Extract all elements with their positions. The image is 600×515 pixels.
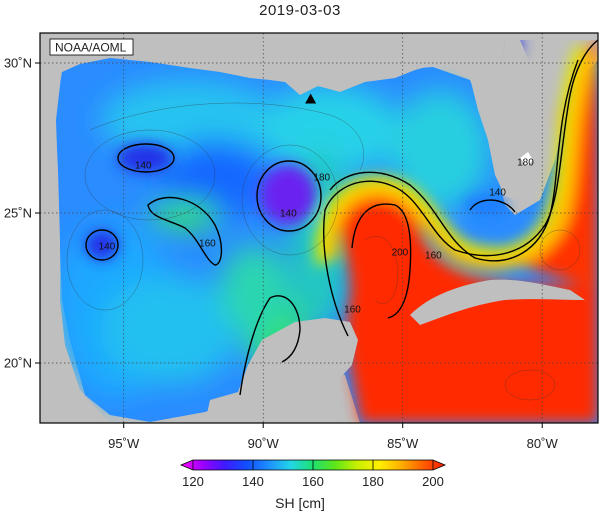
land-north-coast (40, 33, 598, 300)
contour-140-west (85, 229, 119, 261)
contour-label: 140 (280, 209, 297, 220)
lat-tick-label: 20˚N (4, 356, 32, 371)
loop-current-orange-rim (321, 52, 598, 270)
sea-height-field (55, 33, 598, 423)
eddy-blue-north (117, 143, 173, 173)
contour-labels: 140 140 140 140 160 160 160 180 180 200 (99, 158, 535, 316)
contour-label: 140 (135, 161, 152, 172)
credit-box: NOAA/AOML (49, 38, 134, 56)
map-title: 2019-03-03 (259, 2, 341, 19)
field-green-mid (220, 245, 290, 335)
contour-160-loop (323, 39, 598, 337)
land-cuba (410, 279, 585, 325)
thin-contour-f (539, 229, 581, 271)
thin-contour-b (241, 144, 339, 256)
contour-140-florida (469, 199, 516, 213)
map-plot-area: 140 140 140 140 160 160 160 180 180 200 NOAA/AOML (39, 32, 599, 424)
station-marker-triangle (305, 93, 317, 104)
thin-contour-a (84, 129, 216, 221)
colorbar-title: SH [cm] (275, 495, 325, 511)
lon-tick-label: 90˚W (248, 436, 280, 451)
colorbar-tick-label: 180 (362, 474, 384, 489)
field-cyan-north (100, 80, 280, 160)
contour-160-south (239, 295, 301, 396)
contour-180-loop (329, 59, 579, 262)
colorbar: 120 140 160 180 200 SH [cm] (179, 459, 447, 511)
contour-lines (85, 39, 598, 396)
credit-box-frame (49, 38, 134, 56)
graticule (40, 33, 598, 423)
contour-label: 160 (199, 239, 216, 250)
contour-label: 140 (489, 188, 506, 199)
colorbar-tick-label: 140 (242, 474, 264, 489)
lat-tick-label: 25˚N (4, 206, 32, 221)
colorbar-ticks: 120 140 160 180 200 (182, 460, 444, 489)
field-cyan-east (390, 90, 490, 210)
land-bahamas (520, 152, 533, 166)
land-mexico (40, 300, 110, 423)
contour-label: 180 (313, 173, 330, 184)
thin-contour-g (504, 369, 556, 401)
lon-tick-label: 85˚W (387, 436, 419, 451)
contour-label: 160 (344, 305, 361, 316)
contour-label: 160 (425, 251, 442, 262)
lon-tick-label: 80˚W (527, 436, 559, 451)
contour-label: 140 (99, 242, 116, 253)
field-cyan-south (100, 275, 240, 385)
eddy-purple-center (260, 165, 316, 225)
field-green-central (150, 200, 220, 230)
thin-contours (66, 102, 581, 401)
field-blue-west (160, 140, 270, 220)
contour-140-north (117, 143, 175, 173)
contour-label: 200 (392, 248, 409, 259)
contour-160-central (147, 196, 223, 266)
land-yucatan (205, 318, 358, 423)
colorbar-tick-label: 200 (422, 474, 444, 489)
eddy-blue-west (85, 230, 119, 260)
axis-labels: 95˚W 90˚W 85˚W 80˚W 30˚N 25˚N 20˚N (4, 56, 559, 452)
land-masses (40, 33, 598, 423)
colorbar-tick-label: 160 (302, 474, 324, 489)
map-frame (39, 32, 599, 424)
contour-140-center (256, 160, 322, 232)
contour-label: 180 (517, 158, 534, 169)
thin-contour-d (89, 102, 364, 171)
lat-tick-label: 30˚N (4, 56, 32, 71)
thin-contour-c (66, 209, 144, 311)
axis-ticks (35, 62, 543, 428)
colorbar-tick-label: 120 (182, 474, 204, 489)
credit-text: NOAA/AOML (55, 41, 127, 55)
lon-tick-label: 95˚W (108, 436, 140, 451)
loop-current-yellow-rim (315, 43, 584, 266)
